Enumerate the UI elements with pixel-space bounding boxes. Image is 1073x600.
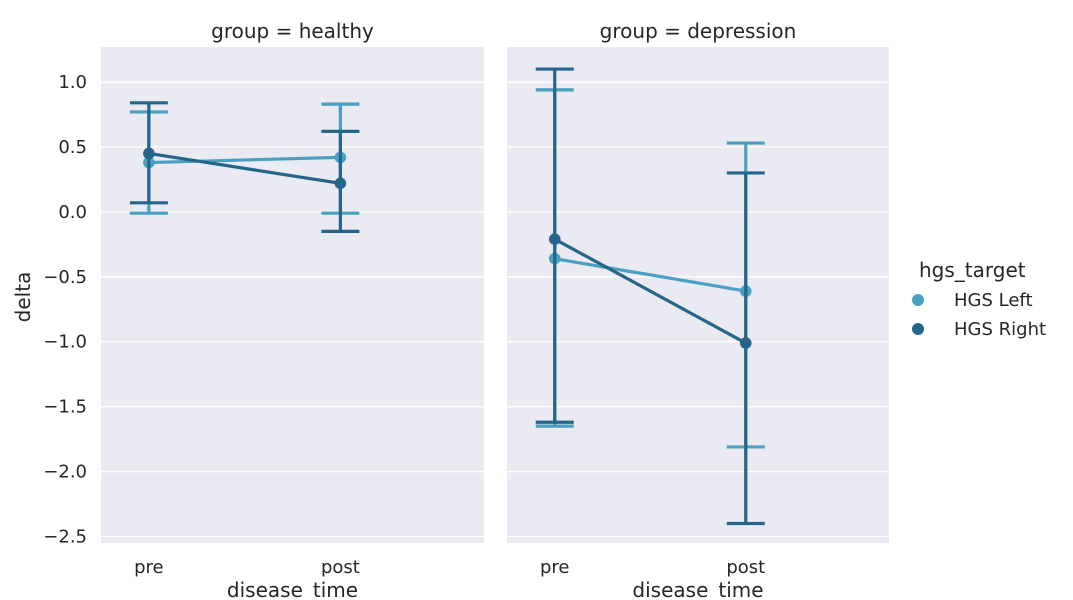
y-axis-label: delta <box>11 272 35 323</box>
panel-title: group = depression <box>600 19 797 43</box>
x-axis-label: disease_time <box>632 578 763 600</box>
x-tick-label: post <box>726 557 765 578</box>
y-tick-label: −1.5 <box>43 397 87 418</box>
data-point <box>143 147 155 160</box>
legend-label-hgs-left: HGS Left <box>954 290 1033 311</box>
x-tick-label: post <box>321 557 360 578</box>
panel-title: group = healthy <box>211 19 374 43</box>
x-axis-label: disease_time <box>227 578 358 600</box>
panel-background <box>507 47 889 543</box>
series-line <box>148 155 341 165</box>
series-hgs-right <box>129 101 360 233</box>
series-hgs-right <box>535 67 765 526</box>
x-tick-label: pre <box>134 557 164 578</box>
data-point <box>548 233 561 245</box>
legend-label-hgs-right: HGS Right <box>954 319 1046 340</box>
y-tick-label: −0.5 <box>43 267 87 288</box>
y-tick-label: 0.5 <box>58 137 87 158</box>
y-tick-label: −2.0 <box>43 462 87 483</box>
data-point <box>334 177 347 190</box>
y-tick-label: −1.0 <box>43 332 87 353</box>
series-line <box>554 257 747 293</box>
panel-background <box>101 47 484 543</box>
legend-marker-hgs-right <box>912 323 924 335</box>
y-tick-label: 0.0 <box>58 202 87 223</box>
data-point <box>739 337 752 349</box>
y-tick-label: −2.5 <box>43 527 87 548</box>
y-tick-label: 1.0 <box>58 72 87 93</box>
legend: hgs_target HGS Left HGS Right <box>912 258 1046 340</box>
legend-title: hgs_target <box>919 258 1026 282</box>
x-tick-label: pre <box>540 557 570 578</box>
series-line <box>553 237 747 345</box>
legend-marker-hgs-left <box>912 294 924 306</box>
series-line <box>148 151 341 185</box>
